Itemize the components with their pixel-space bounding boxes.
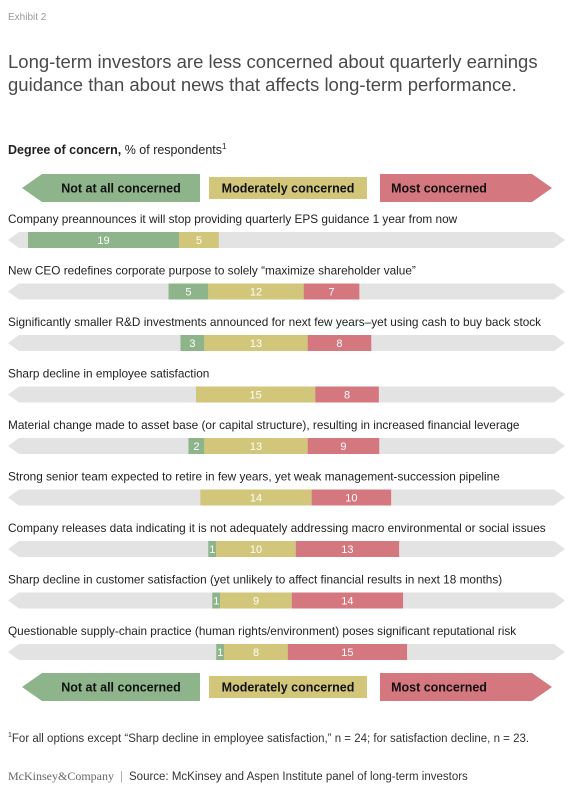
legend-moderately: Moderately concerned: [222, 182, 355, 196]
bar-not-at-all: [212, 592, 221, 609]
data-label: 12: [250, 287, 262, 299]
data-label: 19: [97, 235, 109, 247]
bar-not-at-all: [216, 644, 225, 660]
bar-moderately: [204, 335, 308, 351]
data-label: 5: [196, 235, 202, 247]
bar-moderately: [208, 283, 304, 300]
category-label: Sharp decline in customer satisfaction (…: [8, 573, 502, 587]
bar-moderately: [216, 541, 296, 557]
exhibit-label: Exhibit 2: [8, 12, 47, 23]
category-label: Significantly smaller R&D investments an…: [8, 315, 541, 329]
footer: McKinsey&Company | Source: McKinsey and As…: [8, 769, 468, 784]
data-label: 7: [328, 287, 334, 299]
data-label: 3: [189, 338, 195, 350]
category-label: Company preannounces it will stop provid…: [8, 212, 458, 226]
subtitle-bold: Degree of concern,: [8, 143, 122, 158]
chart-title: Long-term investors are less concerned a…: [8, 51, 538, 95]
bar-moderately: [200, 489, 312, 506]
legend-moderately: Moderately concerned: [222, 681, 355, 695]
category-label: New CEO redefines corporate purpose to s…: [8, 264, 416, 278]
category-label: Sharp decline in employee satisfaction: [8, 367, 209, 381]
bar-moderately: [224, 644, 288, 660]
data-label: 9: [253, 596, 259, 608]
category-label: Material change made to asset base (or c…: [8, 418, 520, 432]
bar-most: [315, 386, 379, 403]
bar-most: [287, 644, 408, 660]
bar-most: [307, 438, 380, 454]
legend-arrow-right: [380, 673, 552, 701]
bar-not-at-all: [180, 335, 205, 351]
bar-not-at-all: [168, 283, 209, 300]
data-label: 2: [193, 441, 199, 453]
bar-not-at-all: [188, 438, 205, 454]
legend-most: Most concerned: [391, 182, 487, 196]
bar-moderately: [204, 438, 308, 454]
data-label: 10: [250, 544, 262, 556]
data-label: 8: [336, 338, 342, 350]
legend-arrow-left: [22, 673, 200, 701]
bar-most: [303, 283, 360, 300]
bar-not-at-all: [28, 232, 180, 248]
legend-box-middle: [209, 676, 367, 698]
data-label: 14: [341, 596, 353, 608]
data-label: 9: [340, 441, 346, 453]
data-label: 1: [209, 544, 215, 556]
data-label: 13: [250, 338, 262, 350]
legend-not-at-all: Not at all concerned: [61, 182, 180, 196]
bar-not-at-all: [208, 541, 217, 557]
subtitle-rest: % of respondents: [121, 143, 222, 158]
source-text: Source: McKinsey and Aspen Institute pan…: [129, 771, 468, 783]
mckinsey-logo: McKinsey&Company: [8, 769, 114, 783]
data-label: 1: [217, 647, 223, 659]
data-label: 5: [185, 287, 191, 299]
bar-moderately: [179, 232, 219, 248]
footnote: 1For all options except “Sharp decline i…: [8, 728, 563, 747]
data-label: 1: [213, 596, 219, 608]
legend-box-middle: [209, 177, 367, 199]
category-label: Company releases data indicating it is n…: [8, 521, 546, 535]
category-label: Strong senior team expected to retire in…: [8, 470, 500, 484]
data-label: 8: [253, 647, 259, 659]
bar-moderately: [220, 592, 292, 609]
chart-subtitle: Degree of concern, % of respondents1: [8, 142, 226, 157]
subtitle-footnote-mark: 1: [222, 142, 227, 151]
legend-arrow-left: [22, 174, 200, 202]
category-label: Questionable supply-chain practice (huma…: [8, 624, 516, 638]
data-label: 10: [345, 493, 357, 505]
data-label: 14: [250, 493, 262, 505]
bar-moderately: [196, 386, 316, 403]
legend-not-at-all: Not at all concerned: [61, 681, 180, 695]
legend-arrow-right: [380, 174, 552, 202]
bar-most: [307, 335, 372, 351]
bar-most: [311, 489, 392, 506]
footer-separator: |: [120, 771, 123, 783]
data-label: 15: [250, 390, 262, 402]
legend-most: Most concerned: [391, 681, 487, 695]
footnote-text: For all options except “Sharp decline in…: [11, 732, 530, 745]
footnote-mark: 1: [8, 732, 12, 739]
data-label: 15: [341, 647, 353, 659]
data-label: 8: [344, 390, 350, 402]
bar-most: [291, 592, 404, 609]
data-label: 13: [250, 441, 262, 453]
bar-most: [295, 541, 400, 557]
data-label: 13: [341, 544, 353, 556]
